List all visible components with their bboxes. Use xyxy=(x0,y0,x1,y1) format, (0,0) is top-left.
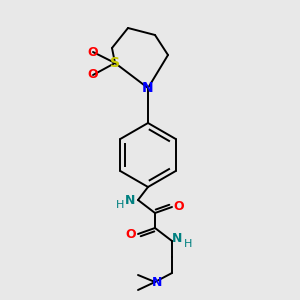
Text: N: N xyxy=(142,81,154,95)
Text: O: O xyxy=(88,68,98,82)
Text: O: O xyxy=(174,200,184,214)
Text: S: S xyxy=(110,56,120,70)
Text: H: H xyxy=(116,200,124,210)
Text: N: N xyxy=(125,194,135,206)
Text: H: H xyxy=(184,239,192,249)
Text: N: N xyxy=(172,232,182,244)
Text: O: O xyxy=(126,227,136,241)
Text: N: N xyxy=(152,275,162,289)
Text: O: O xyxy=(88,46,98,59)
